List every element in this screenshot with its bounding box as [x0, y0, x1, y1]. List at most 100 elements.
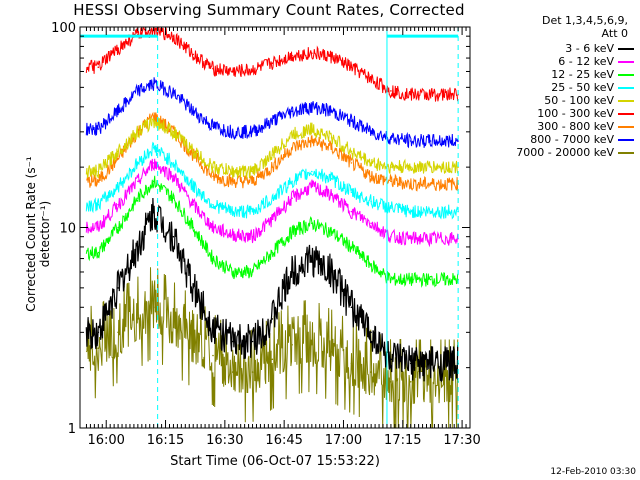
data-point — [370, 222, 372, 225]
y-tick-label: 100 — [51, 21, 76, 36]
data-point — [291, 54, 293, 57]
data-point — [192, 150, 194, 153]
detector-info: Det 1,3,4,5,6,9, Att 0 — [474, 14, 628, 40]
data-point — [212, 67, 214, 70]
series-25to50keV-group — [85, 141, 459, 220]
data-point — [390, 180, 392, 183]
data-point — [350, 120, 353, 122]
data-point — [137, 90, 139, 92]
data-point — [97, 170, 100, 173]
data-point — [390, 278, 392, 281]
data-point — [311, 257, 313, 260]
data-point — [232, 340, 234, 343]
legend-swatch — [618, 60, 634, 63]
data-point — [232, 371, 234, 373]
data-point — [330, 146, 333, 149]
data-point — [152, 306, 155, 309]
data-point — [350, 66, 353, 68]
data-point — [457, 140, 459, 142]
data-point — [429, 237, 432, 240]
x-tick-label: 17:15 — [384, 433, 421, 448]
legend-entry: 3 - 6 keV — [476, 42, 636, 55]
data-point — [291, 197, 293, 199]
series-line — [85, 117, 459, 179]
data-point — [152, 115, 155, 117]
legend-entry: 50 - 100 keV — [476, 94, 636, 107]
x-tick-label: 16:45 — [265, 433, 302, 448]
series-3to6keV-group — [85, 197, 459, 383]
data-point — [232, 180, 234, 183]
data-point — [291, 146, 293, 149]
data-point — [212, 354, 214, 357]
data-point — [370, 200, 372, 203]
data-point — [409, 183, 412, 185]
legend-swatch — [618, 112, 634, 115]
data-point — [330, 56, 333, 58]
series-line — [86, 111, 459, 192]
data-point — [330, 110, 333, 113]
data-point — [429, 362, 432, 365]
data-point — [409, 278, 412, 281]
data-point — [409, 381, 412, 383]
series-50to100keV-group — [85, 117, 459, 179]
data-point — [192, 203, 194, 206]
legend-label: 100 - 300 keV — [537, 107, 614, 120]
legend-entry: 12 - 25 keV — [476, 68, 636, 81]
legend-swatch — [618, 86, 634, 89]
data-point — [137, 246, 139, 248]
data-point — [429, 278, 432, 281]
data-point — [291, 180, 293, 183]
data-point — [350, 246, 353, 248]
data-point — [311, 128, 313, 130]
data-point — [232, 170, 234, 173]
legend-entry: 300 - 800 keV — [476, 120, 636, 133]
data-point — [311, 106, 313, 108]
data-point — [97, 180, 100, 183]
data-point — [390, 358, 392, 361]
data-point — [271, 218, 274, 220]
data-point — [117, 226, 119, 229]
legend-label: 7000 - 20000 keV — [516, 146, 614, 159]
chart-title: HESSI Observing Summary Count Rates, Cor… — [73, 1, 465, 19]
data-point — [152, 146, 155, 149]
data-point — [390, 207, 392, 209]
data-point — [330, 137, 333, 139]
data-point — [429, 140, 432, 142]
data-point — [232, 210, 234, 213]
data-point — [251, 340, 254, 343]
footer-date: 12-Feb-2010 03:30 — [550, 467, 636, 477]
legend-entry: 7000 - 20000 keV — [476, 146, 636, 159]
data-point — [390, 166, 392, 168]
data-point — [311, 170, 313, 173]
data-point — [409, 140, 412, 142]
legend-label: 800 - 7000 keV — [530, 133, 614, 146]
data-point — [172, 323, 175, 325]
data-point — [370, 371, 372, 373]
data-point — [311, 222, 313, 225]
detector-info-line-1: Det 1,3,4,5,6,9, — [541, 14, 628, 27]
x-tick-label: 16:00 — [87, 433, 124, 448]
detector-info-line-2: Att 0 — [601, 27, 628, 40]
data-point — [192, 226, 194, 229]
data-point — [232, 70, 234, 73]
data-point — [137, 197, 139, 199]
data-point — [212, 125, 214, 127]
data-point — [370, 175, 372, 178]
data-point — [251, 371, 254, 373]
data-point — [350, 362, 353, 365]
data-point — [370, 264, 372, 266]
data-point — [152, 83, 155, 85]
data-point — [172, 91, 175, 94]
data-point — [271, 166, 274, 168]
data-point — [212, 325, 214, 328]
legend-swatch — [618, 151, 634, 154]
series-line — [85, 267, 459, 429]
data-point — [117, 47, 119, 50]
legend-label: 3 - 6 keV — [565, 42, 614, 55]
legend-entry: 800 - 7000 keV — [476, 133, 636, 146]
data-point — [251, 235, 254, 238]
data-point — [117, 203, 119, 206]
legend-swatch — [618, 73, 634, 76]
series-100to300keV-group — [85, 27, 459, 102]
data-point — [97, 66, 100, 68]
